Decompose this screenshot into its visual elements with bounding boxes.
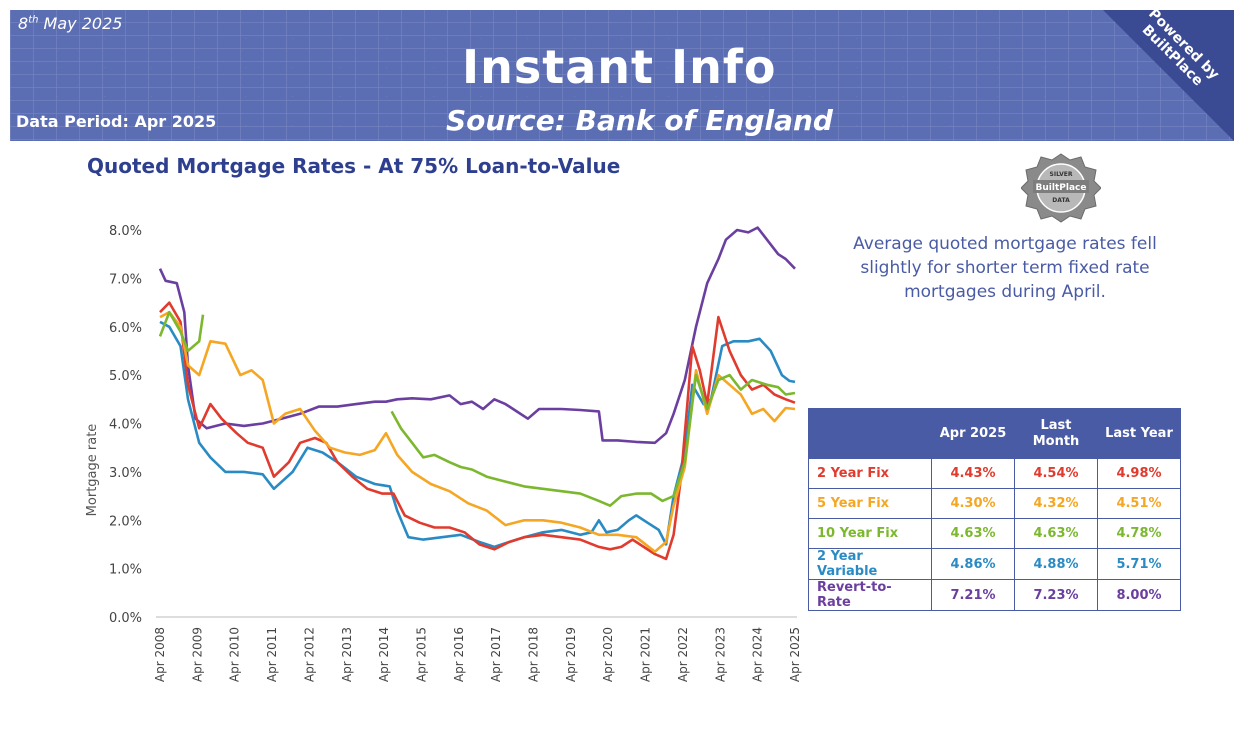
x-tick-label: Apr 2023 [713, 627, 727, 682]
table-header-row: Apr 2025 Last Month Last Year [809, 409, 1181, 459]
table-row: 5 Year Fix 4.30% 4.32% 4.51% [809, 489, 1181, 519]
table-header-last-month: Last Month [1015, 409, 1098, 459]
chart-title: Quoted Mortgage Rates - At 75% Loan-to-V… [87, 154, 620, 178]
x-tick-label: Apr 2022 [676, 627, 690, 682]
y-tick-label: 2.0% [109, 514, 142, 529]
table-row: 2 Year Variable 4.86% 4.88% 5.71% [809, 549, 1181, 580]
y-tick-label: 1.0% [109, 563, 142, 578]
report-date: 8th May 2025 [18, 14, 122, 33]
row-value: 4.88% [1015, 549, 1098, 580]
data-period: Data Period: Apr 2025 [16, 112, 216, 131]
row-value: 4.98% [1098, 459, 1181, 489]
x-tick-label: Apr 2015 [414, 627, 428, 682]
x-tick-label: Apr 2018 [527, 627, 541, 682]
table-header-last-year: Last Year [1098, 409, 1181, 459]
y-tick-label: 8.0% [109, 224, 142, 239]
series-line-5-year-fix [160, 312, 795, 552]
table-header-current: Apr 2025 [932, 409, 1015, 459]
page-title: Instant Info [462, 40, 777, 94]
row-value: 8.00% [1098, 580, 1181, 611]
table-row: 2 Year Fix 4.43% 4.54% 4.98% [809, 459, 1181, 489]
rates-table: Apr 2025 Last Month Last Year 2 Year Fix… [808, 408, 1181, 611]
y-tick-label: 5.0% [109, 369, 142, 384]
row-value: 4.32% [1015, 489, 1098, 519]
x-tick-label: Apr 2008 [153, 627, 167, 682]
mortgage-rate-chart: Mortgage rate 0.0% 1.0% 2.0% 3.0% 4.0% 5.0% 6.… [70, 200, 805, 700]
x-tick-label: Apr 2010 [228, 627, 242, 682]
page-subtitle: Source: Bank of England [446, 104, 833, 137]
row-value: 4.63% [932, 519, 1015, 549]
row-value: 4.78% [1098, 519, 1181, 549]
table-row: 10 Year Fix 4.63% 4.63% 4.78% [809, 519, 1181, 549]
header-banner: 8th May 2025 Data Period: Apr 2025 Insta… [10, 10, 1234, 141]
x-tick-label: Apr 2012 [302, 627, 316, 682]
y-tick-label: 0.0% [109, 611, 142, 626]
y-axis-label: Mortgage rate [85, 424, 100, 517]
series-line-10-year-fix [392, 375, 795, 506]
y-tick-label: 3.0% [109, 466, 142, 481]
x-tick-label: Apr 2024 [751, 627, 765, 682]
svg-text:DATA: DATA [1052, 197, 1070, 204]
x-tick-label: Apr 2017 [489, 627, 503, 682]
row-label: 2 Year Variable [809, 549, 932, 580]
x-tick-label: Apr 2025 [788, 627, 802, 682]
row-label: 5 Year Fix [809, 489, 932, 519]
row-value: 4.54% [1015, 459, 1098, 489]
x-tick-label: Apr 2009 [190, 627, 204, 682]
x-tick-label: Apr 2013 [340, 627, 354, 682]
table-row: Revert-to-Rate 7.21% 7.23% 8.00% [809, 580, 1181, 611]
row-value: 4.51% [1098, 489, 1181, 519]
series-line-revert-to-rate [160, 228, 795, 443]
row-label: Revert-to-Rate [809, 580, 932, 611]
row-value: 4.63% [1015, 519, 1098, 549]
row-value: 5.71% [1098, 549, 1181, 580]
row-label: 2 Year Fix [809, 459, 932, 489]
silver-data-badge-icon: SILVER BuiltPlace DATA [1021, 152, 1101, 224]
series-line-10-year-fix [160, 312, 203, 351]
table-header-blank [809, 409, 932, 459]
y-tick-label: 4.0% [109, 418, 142, 433]
row-value: 4.30% [932, 489, 1015, 519]
x-tick-label: Apr 2014 [377, 627, 391, 682]
y-tick-label: 6.0% [109, 321, 142, 336]
summary-text: Average quoted mortgage rates fell sligh… [826, 232, 1184, 304]
row-value: 4.43% [932, 459, 1015, 489]
series-line-2-year-fix [160, 303, 795, 559]
row-value: 4.86% [932, 549, 1015, 580]
x-tick-label: Apr 2011 [265, 627, 279, 682]
series-line-2-year-variable [160, 322, 795, 547]
row-value: 7.23% [1015, 580, 1098, 611]
x-tick-label: Apr 2016 [452, 627, 466, 682]
svg-text:BuiltPlace: BuiltPlace [1036, 183, 1087, 193]
x-tick-label: Apr 2021 [639, 627, 653, 682]
y-tick-label: 7.0% [109, 272, 142, 287]
x-tick-label: Apr 2019 [564, 627, 578, 682]
row-label: 10 Year Fix [809, 519, 932, 549]
svg-text:SILVER: SILVER [1050, 171, 1073, 178]
row-value: 7.21% [932, 580, 1015, 611]
x-tick-label: Apr 2020 [601, 627, 615, 682]
